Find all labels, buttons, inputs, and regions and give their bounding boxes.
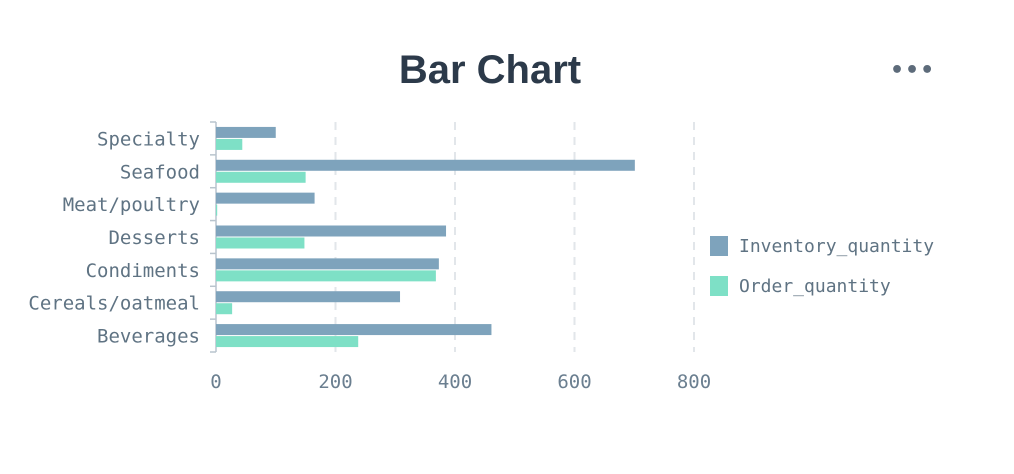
bar-order-quantity[interactable] <box>216 270 436 282</box>
category-label: Seafood <box>120 161 200 183</box>
bar-inventory-quantity[interactable] <box>216 291 401 303</box>
x-tick-label: 0 <box>210 371 221 393</box>
bar-inventory-quantity[interactable] <box>216 159 635 171</box>
bar-order-quantity[interactable] <box>216 303 233 315</box>
bar-order-quantity[interactable] <box>216 171 306 183</box>
more-horizontal-icon[interactable]: ••• <box>890 58 936 83</box>
legend-label[interactable]: Inventory_quantity <box>739 236 934 257</box>
x-tick-label: 200 <box>318 371 352 393</box>
bar-inventory-quantity[interactable] <box>216 192 315 204</box>
category-label: Meat/poultry <box>63 194 200 216</box>
bar-inventory-quantity[interactable] <box>216 324 492 336</box>
legend-swatch[interactable] <box>710 236 728 256</box>
category-label: Desserts <box>108 227 200 249</box>
bar-inventory-quantity[interactable] <box>216 126 276 138</box>
legend-label[interactable]: Order_quantity <box>739 276 891 297</box>
category-label: Specialty <box>97 128 200 150</box>
category-label: Beverages <box>97 326 200 348</box>
x-tick-label: 400 <box>438 371 472 393</box>
x-tick-label: 600 <box>557 371 591 393</box>
bar-inventory-quantity[interactable] <box>216 225 447 237</box>
legend-swatch[interactable] <box>710 276 728 296</box>
bar-order-quantity[interactable] <box>216 138 243 150</box>
bar-order-quantity[interactable] <box>216 237 305 249</box>
category-label: Cereals/oatmeal <box>28 293 200 315</box>
bar-order-quantity[interactable] <box>216 204 218 216</box>
bar-order-quantity[interactable] <box>216 336 359 348</box>
bar-inventory-quantity[interactable] <box>216 258 439 270</box>
category-label: Condiments <box>86 260 200 282</box>
chart-title: Bar Chart <box>398 48 582 92</box>
x-tick-label: 800 <box>677 371 711 393</box>
